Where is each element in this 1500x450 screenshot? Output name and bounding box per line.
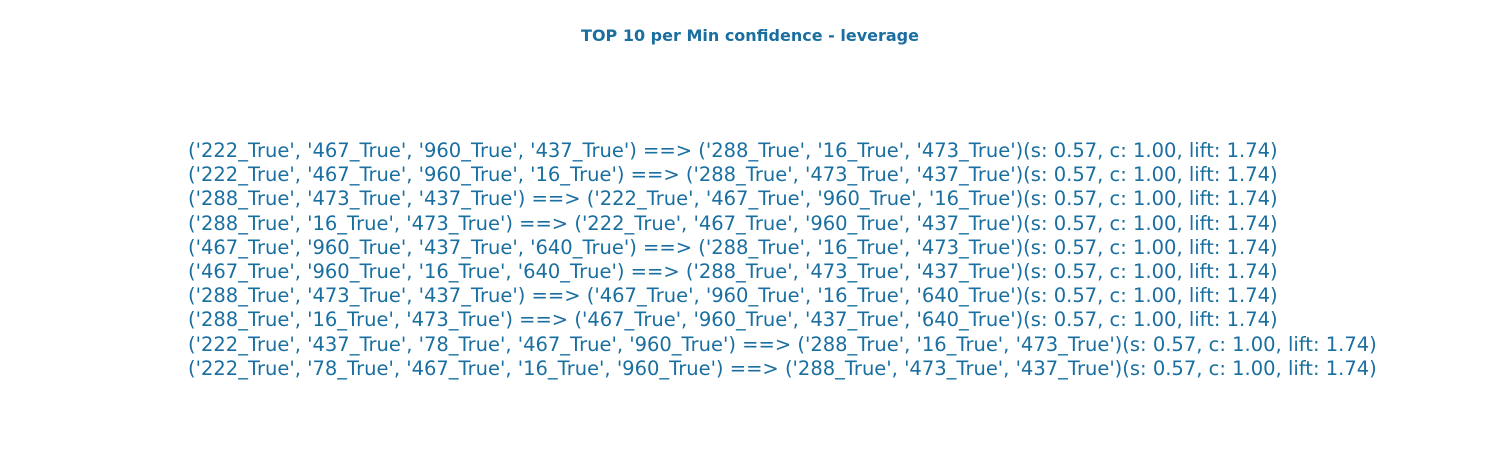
rule-line: ('288_True', '16_True', '473_True') ==> … <box>188 211 1278 235</box>
rule-line: ('222_True', '467_True', '960_True', '43… <box>188 139 1278 162</box>
rule-line: ('288_True', '473_True', '437_True') ==>… <box>188 187 1278 211</box>
rule-line: ('288_True', '473_True', '437_True') ==>… <box>188 284 1278 308</box>
rules-list: ('222_True', '467_True', '960_True', '43… <box>188 139 1377 381</box>
rule-line: ('467_True', '960_True', '16_True', '640… <box>188 260 1278 284</box>
rule-line: ('467_True', '960_True', '437_True', '64… <box>188 235 1278 259</box>
rule-line: ('222_True', '78_True', '467_True', '16_… <box>188 356 1377 380</box>
rule-line: ('288_True', '16_True', '473_True') ==> … <box>188 308 1278 332</box>
rule-line: ('222_True', '437_True', '78_True', '467… <box>188 332 1377 356</box>
figure-title: TOP 10 per Min confidence - leverage <box>581 26 919 45</box>
rule-line: ('222_True', '467_True', '960_True', '16… <box>188 163 1278 187</box>
